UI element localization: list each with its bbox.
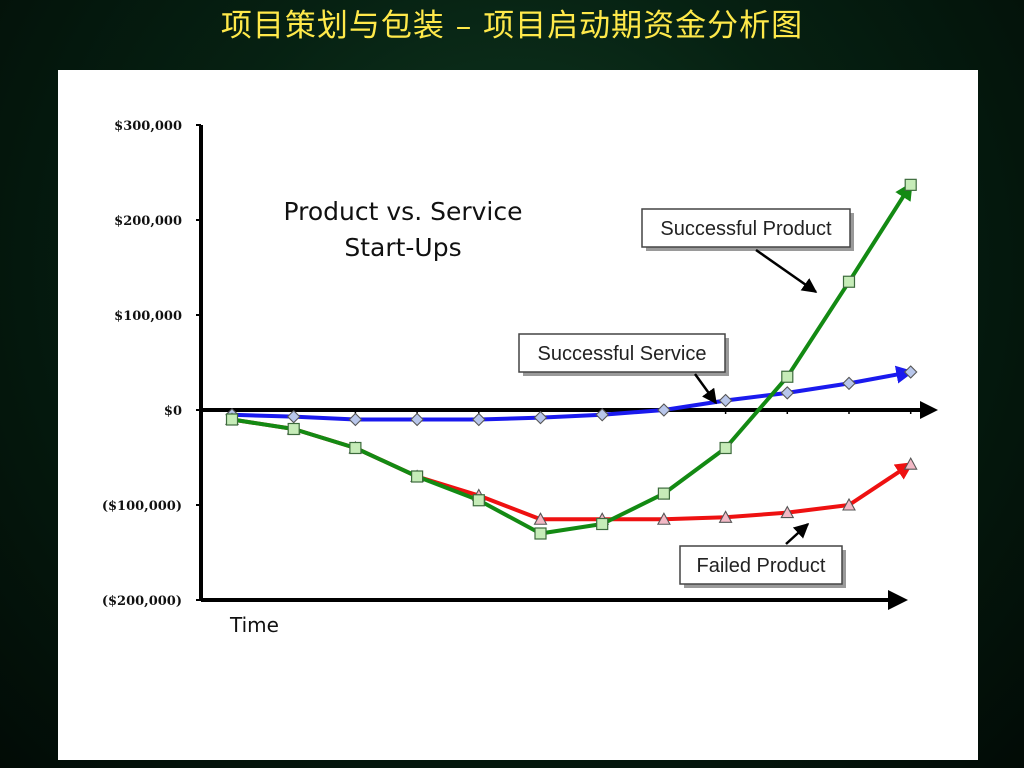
data-point-diamond [348,412,363,427]
y-tick-label: $100,000 [114,309,182,324]
markers-group [225,178,918,540]
y-tick-label: ($200,000) [102,594,182,609]
callout-arrow [693,373,718,405]
callout-label: Successful Product [660,218,832,240]
callout-box [641,208,851,248]
y-tick-label: $0 [164,404,182,419]
x-axis-arrowhead [888,590,908,610]
data-point-square [719,441,732,455]
data-point-diamond [903,365,918,379]
data-point-triangle [533,512,548,525]
y-tick-label: ($100,000) [102,499,182,514]
callout-box [518,333,726,373]
callout-label: Successful Service [538,343,707,365]
chart-title-line: Start-Ups [344,233,461,262]
data-point-triangle [842,497,856,511]
data-point-square [842,275,856,288]
data-point-diamond [595,407,609,422]
callout-box [679,545,843,585]
callout-label: Failed Product [697,555,826,577]
chart-panel: $300,000 $200,000 $100,000 $0 ($100,000) ($20… [58,70,978,760]
data-point-diamond [780,386,795,400]
data-point-diamond [718,393,733,408]
data-point-square [781,370,794,383]
data-point-square [472,494,485,507]
data-point-square [287,422,300,436]
series-group [231,181,915,536]
data-point-square [904,178,917,191]
data-point-diamond [472,412,486,427]
line-chart: $300,000 $200,000 $100,000 $0 ($100,000) ($20… [102,119,938,637]
data-point-square [657,487,671,500]
data-point-diamond [286,409,301,424]
data-point-triangle [656,512,671,525]
zero-line-arrowhead [920,401,938,419]
data-point-diamond [410,412,424,427]
slide-title: 项目策划与包装 – 项目启动期资金分析图 [220,8,804,44]
data-point-square [411,470,424,483]
data-point-square [225,413,239,426]
data-point-square [349,441,362,455]
data-point-triangle [718,510,733,523]
data-point-diamond [533,410,548,425]
data-point-diamond [842,376,856,391]
series-line-successful-service [231,365,915,422]
x-axis-label: Time [229,613,279,637]
chart-title-line: Product vs. Service [284,197,523,226]
y-tick-label: $200,000 [114,214,182,229]
labels-group: $300,000 $200,000 $100,000 $0 ($100,000) ($20… [102,119,854,637]
data-point-triangle [903,457,918,470]
callout-arrow [785,522,810,545]
data-point-square [596,517,609,531]
y-tick-label: $300,000 [114,119,182,134]
data-point-square [534,527,547,540]
data-point-diamond [657,403,671,417]
series-line-failed-product [231,417,914,522]
series-line-successful-product [231,181,913,536]
data-point-triangle [780,505,795,519]
callout-arrow [755,248,818,294]
